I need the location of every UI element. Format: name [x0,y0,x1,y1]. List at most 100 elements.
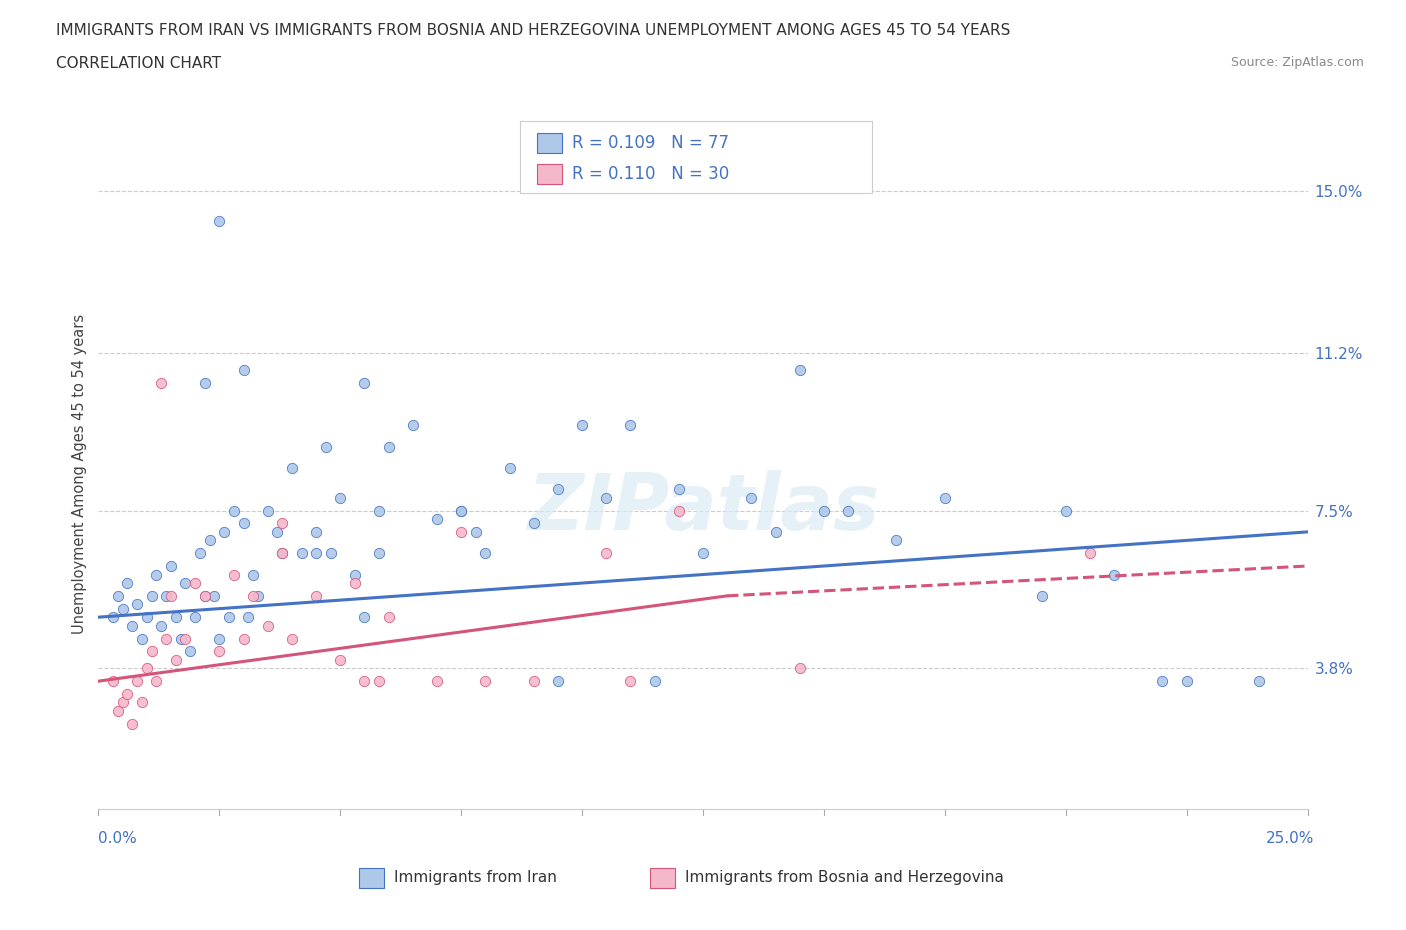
Point [343,567,366,582]
Point [131,631,153,646]
Point [150,618,173,633]
Point [740,490,762,505]
Point [644,673,666,688]
Point [402,418,425,432]
Point [426,673,449,688]
Point [141,644,163,658]
Point [188,546,211,561]
Point [1175,673,1198,688]
Point [281,460,304,475]
Point [266,525,288,539]
Point [305,546,328,561]
Point [377,439,399,454]
Point [111,695,134,710]
Point [117,576,139,591]
Point [242,589,264,604]
Point [208,631,231,646]
Point [377,610,399,625]
Point [127,673,149,688]
Point [353,673,375,688]
Point [194,589,217,604]
Point [692,546,714,561]
Point [1152,673,1174,688]
Point [121,716,143,731]
Point [141,589,163,604]
Point [1249,673,1271,688]
Point [131,695,153,710]
Text: Immigrants from Bosnia and Herzegovina: Immigrants from Bosnia and Herzegovina [685,870,1004,885]
Point [160,589,183,604]
Text: Source: ZipAtlas.com: Source: ZipAtlas.com [1230,56,1364,69]
Point [247,589,270,604]
Point [198,533,221,548]
Point [571,418,593,432]
Point [595,490,617,505]
Point [101,610,124,625]
Point [256,503,278,518]
Point [464,525,486,539]
Point [174,631,197,646]
Point [150,375,173,390]
Point [619,673,641,688]
Point [1031,589,1053,604]
Point [107,704,129,719]
Point [208,213,231,228]
Point [1054,503,1077,518]
Point [765,525,787,539]
Point [668,503,690,518]
Point [353,610,375,625]
Point [232,631,254,646]
Point [165,652,187,667]
Point [450,503,472,518]
Point [194,589,217,604]
Point [619,418,641,432]
Point [450,525,472,539]
Text: R = 0.109   N = 77: R = 0.109 N = 77 [572,134,730,153]
Point [305,589,328,604]
Point [329,490,352,505]
Point [238,610,260,625]
Point [474,546,496,561]
Point [204,589,226,604]
Point [547,673,569,688]
Point [160,559,183,574]
Point [107,589,129,604]
Point [368,546,391,561]
Point [886,533,908,548]
Point [155,631,177,646]
Point [121,618,143,633]
Point [450,503,472,518]
Point [155,589,177,604]
Point [426,512,449,526]
Point [232,516,254,531]
Point [135,661,157,676]
Point [789,363,811,378]
Point [117,686,139,701]
Point [1078,546,1101,561]
Point [184,610,207,625]
Point [169,631,191,646]
Point [290,546,312,561]
Point [595,546,617,561]
Point [194,375,217,390]
Point [368,503,391,518]
Point [837,503,859,518]
Point [281,631,304,646]
Point [813,503,835,518]
Point [222,503,245,518]
Point [179,644,201,658]
Point [127,597,149,612]
Point [135,610,157,625]
Point [271,516,294,531]
Point [1102,567,1125,582]
Point [165,610,187,625]
Point [174,576,197,591]
Text: 0.0%: 0.0% [98,831,138,846]
Point [498,460,520,475]
Point [305,525,328,539]
Point [101,673,124,688]
Point [145,567,167,582]
Y-axis label: Unemployment Among Ages 45 to 54 years: Unemployment Among Ages 45 to 54 years [72,314,87,634]
Point [256,618,278,633]
Point [232,363,254,378]
